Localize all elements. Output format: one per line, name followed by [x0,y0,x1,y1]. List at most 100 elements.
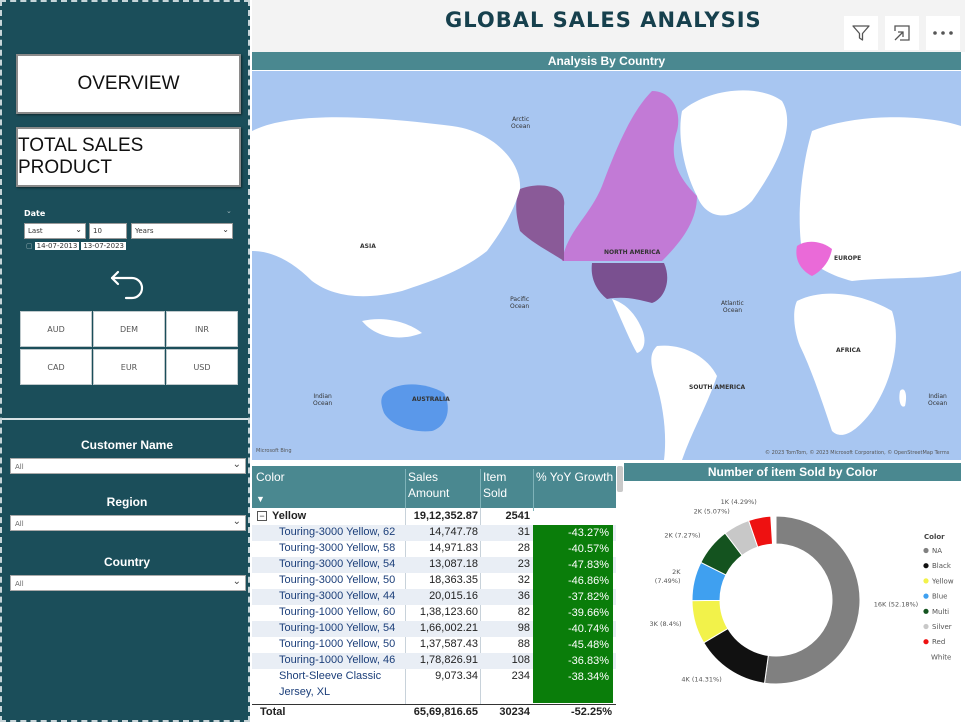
currency-button-inr[interactable]: INR [166,311,238,347]
column-divider [533,469,534,511]
date-relative-select[interactable]: Last ⌄ [24,223,86,239]
group-sales: 19,12,352.87 [413,510,478,522]
legend-item-black[interactable]: Black [932,562,952,570]
table-row[interactable]: Touring-1000 Yellow, 60 1,38,123.60 82 -… [252,605,616,621]
row-sales: 9,073.34 [435,670,478,682]
legend-item-red[interactable]: Red [932,638,945,646]
customer-name-filter-title: Customer Name [80,438,174,452]
row-product: Touring-1000 Yellow, 54 [279,622,396,634]
date-slicer-title: Date [24,209,46,218]
date-relative-value: Last [28,227,43,235]
country-select[interactable]: All ⌄ [10,575,246,591]
region-value: All [15,520,24,528]
table-group-row[interactable]: − Yellow 19,12,352.87 2541 [252,509,616,525]
row-product: Touring-3000 Yellow, 58 [279,542,396,554]
map-label-africa: AFRICA [836,347,861,354]
date-range-end: 13-07-2023 [81,242,126,250]
currency-button-dem[interactable]: DEM [93,311,165,347]
map-label-arctic-ocean: Arctic Ocean [511,116,531,130]
currency-button-cad[interactable]: CAD [20,349,92,385]
table-row[interactable]: Touring-1000 Yellow, 46 1,78,826.91 108 … [252,653,616,669]
total-items: 30234 [499,706,530,718]
country-map[interactable]: Arctic Ocean ASIA NORTH AMERICA EUROPE P… [252,71,961,460]
total-sales-product-button[interactable]: TOTAL SALES PRODUCT [16,127,241,187]
undo-icon[interactable] [108,260,148,300]
row-items: 82 [517,606,530,618]
collapse-icon[interactable]: − [257,511,267,521]
column-header-sales-amount[interactable]: Sales Amount [408,470,450,500]
total-growth: -52.25% [571,706,612,718]
column-header-color[interactable]: Color [256,470,285,484]
legend-item-silver[interactable]: Silver [932,623,952,631]
row-growth: -39.66% [533,605,613,621]
date-unit-select[interactable]: Years ⌄ [131,223,233,239]
donut-slice-red[interactable] [748,515,774,548]
legend-marker [923,639,929,645]
row-growth: -45.48% [533,637,613,653]
currency-button-eur[interactable]: EUR [93,349,165,385]
table-row[interactable]: Touring-3000 Yellow, 62 14,747.78 31 -43… [252,525,616,541]
legend-marker [923,563,929,569]
currency-button-aud[interactable]: AUD [20,311,92,347]
divider [2,418,248,420]
legend-marker [923,608,929,614]
region-filter-title: Region [106,495,148,509]
region-select[interactable]: All ⌄ [10,515,246,531]
column-header-item-sold[interactable]: Item Sold [483,470,508,500]
column-divider [405,508,406,704]
donut-chart-title: Number of item Sold by Color [624,463,961,481]
legend-marker [923,578,929,584]
row-sales: 1,78,826.91 [419,654,478,666]
row-growth: -38.34% [533,669,613,703]
table-row[interactable]: Touring-3000 Yellow, 58 14,971.83 28 -40… [252,541,616,557]
column-header-yoy-growth[interactable]: % YoY Growth [536,470,614,484]
map-label-europe: EUROPE [834,255,862,262]
table-row[interactable]: Touring-3000 Yellow, 44 20,015.16 36 -37… [252,589,616,605]
bing-logo: Microsoft Bing [256,448,292,454]
row-sales: 1,66,002.21 [419,622,478,634]
total-divider [252,704,616,705]
legend-item-blue[interactable]: Blue [932,593,948,601]
row-items: 108 [511,654,530,666]
table-row[interactable]: Touring-3000 Yellow, 50 18,363.35 32 -46… [252,573,616,589]
row-product: Touring-3000 Yellow, 54 [279,558,396,570]
focus-mode-icon[interactable] [885,16,919,50]
row-sales: 1,37,587.43 [419,638,478,650]
date-count-input[interactable]: 10 [89,223,127,239]
column-divider [405,469,406,511]
map-label-indian-ocean-east: Indian Ocean [928,393,948,407]
donut-slice-na[interactable] [763,515,861,685]
table-row[interactable]: Touring-1000 Yellow, 50 1,37,587.43 88 -… [252,637,616,653]
sidebar: OVERVIEW TOTAL SALES PRODUCT Date ⌄ Last… [0,0,250,722]
row-sales: 14,747.78 [429,526,478,538]
row-sales: 13,087.18 [429,558,478,570]
map-label-australia: AUSTRALIA [412,396,450,403]
table-row[interactable]: Short-Sleeve Classic Jersey, XL 9,073.34… [252,669,616,703]
table-row[interactable]: Touring-1000 Yellow, 54 1,66,002.21 98 -… [252,621,616,637]
row-items: 88 [517,638,530,650]
chevron-down-icon[interactable]: ⌄ [226,207,232,215]
legend-item-multi[interactable]: Multi [932,608,949,616]
map-canvas [252,90,961,460]
overview-button[interactable]: OVERVIEW [16,54,241,114]
legend-item-white[interactable]: White [931,653,951,661]
row-product: Touring-1000 Yellow, 46 [279,654,396,666]
donut-data-label: 2K (7.27%) [664,531,700,539]
table-row[interactable]: Touring-3000 Yellow, 54 13,087.18 23 -47… [252,557,616,573]
legend-item-na[interactable]: NA [932,547,942,555]
table-scrollbar[interactable] [617,466,623,492]
filter-icon[interactable] [844,16,878,50]
row-sales: 1,38,123.60 [419,606,478,618]
donut-data-label: 3K (8.4%) [650,620,682,628]
legend-marker [923,593,929,599]
row-items: 234 [511,670,530,682]
legend-item-yellow[interactable]: Yellow [931,577,954,585]
legend-marker [923,547,929,554]
map-attribution[interactable]: © 2023 TomTom, © 2023 Microsoft Corporat… [765,450,950,456]
sort-descending-icon[interactable]: ▼ [256,494,265,504]
more-options-icon[interactable] [926,16,960,50]
customer-name-select[interactable]: All ⌄ [10,458,246,474]
date-range-start: 14-07-2013 [34,242,80,250]
currency-button-usd[interactable]: USD [166,349,238,385]
map-label-atlantic-ocean: Atlantic Ocean [721,300,744,314]
